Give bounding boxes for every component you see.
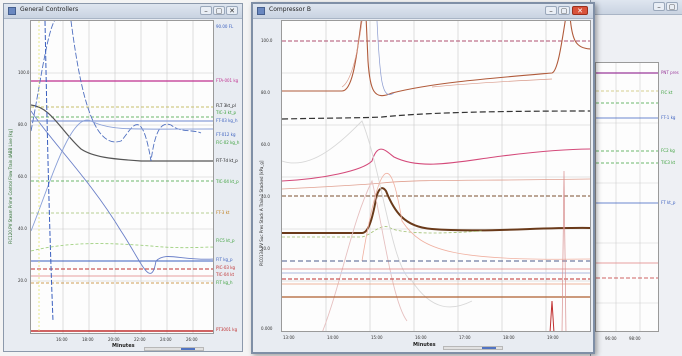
x-tick: 13:00 <box>283 335 295 340</box>
left-y-axis-label: FIC120.PV Steam Prime Control Flow Train… <box>8 129 13 244</box>
x-tick: 26:00 <box>186 337 198 342</box>
compressor-trend-plot[interactable] <box>281 20 591 332</box>
left-window-title: General Controllers <box>20 6 79 13</box>
left-trend-svg <box>31 21 213 333</box>
x-tick: 98:00 <box>629 336 641 341</box>
legend-item: FT-3 kt <box>216 210 230 215</box>
app-icon <box>8 7 16 15</box>
scroll-thumb[interactable] <box>482 347 496 349</box>
minimize-button[interactable]: – <box>653 2 665 11</box>
left-trend-window[interactable]: General Controllers – ▢ ✕ FIC120.PV Stea… <box>3 3 243 352</box>
y-tick: 20.0 <box>261 246 270 251</box>
close-button[interactable]: ✕ <box>226 6 238 15</box>
legend-item: PNT pres <box>661 70 679 75</box>
legend-item: FIT kg_h <box>216 280 233 285</box>
minimize-button[interactable]: – <box>200 6 212 15</box>
x-axis-label: Minutes <box>112 343 135 349</box>
legend-item: FLT 3kt_pl <box>216 103 236 108</box>
compressor-trend-window[interactable]: Compressor B – ▢ ✕ PIC0134.PV Suc Pres S… <box>251 2 595 354</box>
y-tick: 60.0 <box>18 174 27 179</box>
y-tick: 60.0 <box>261 142 270 147</box>
x-tick: 18:00 <box>503 335 515 340</box>
legend-item: FT-012 kg <box>216 132 236 137</box>
legend-item: FT-1 kg <box>661 115 676 120</box>
x-tick: 17:00 <box>459 335 471 340</box>
left-window-titlebar[interactable]: General Controllers – ▢ ✕ <box>4 4 242 19</box>
x-tick: 22:00 <box>134 337 146 342</box>
legend-item: PT3001 kg <box>216 327 238 332</box>
maximize-button[interactable]: ▢ <box>213 6 225 15</box>
compressor-window-title: Compressor B <box>269 6 311 13</box>
x-tick: 20:00 <box>108 337 120 342</box>
minimize-button[interactable]: – <box>545 6 557 15</box>
legend-item: FIC5 kt_p <box>216 238 235 243</box>
y-tick: 100.0 <box>18 70 30 75</box>
app-icon <box>257 7 265 15</box>
legend-item: FTA-001 kg <box>216 78 239 83</box>
x-tick: 96:00 <box>605 336 617 341</box>
legend-item: FT-03 kg_h <box>216 118 238 123</box>
legend-item: FIC kt <box>661 90 673 95</box>
x-tick: 16:00 <box>56 337 68 342</box>
legend-item: FT kt_p <box>661 200 676 205</box>
scroll-thumb[interactable] <box>181 348 195 350</box>
legend-item: TIC-04 kt <box>216 272 235 277</box>
x-tick: 16:00 <box>415 335 427 340</box>
y-tick: 100.0 <box>261 38 273 43</box>
x-axis-label: Minutes <box>413 342 436 348</box>
legend-item: TIC3 kt <box>661 160 676 165</box>
y-tick: 40.0 <box>261 194 270 199</box>
y-tick: 80.0 <box>261 90 270 95</box>
background-trend-svg <box>596 63 658 331</box>
x-tick: 14:00 <box>327 335 339 340</box>
x-tick: 18:00 <box>82 337 94 342</box>
y-tick: 80.0 <box>18 122 27 127</box>
legend-item: TIC-3 kt_p <box>216 110 237 115</box>
legend-item: TIC-04 kt_p <box>216 179 239 184</box>
legend-item: PIC-03 kg <box>216 265 236 270</box>
x-tick: 24:00 <box>160 337 172 342</box>
y-tick: 40.0 <box>18 226 27 231</box>
x-tick: 15:00 <box>371 335 383 340</box>
background-trend-window[interactable]: – ▢ PNT pres FIC kt FT-1 kg FC2 kg TIC3 … <box>590 0 682 356</box>
legend-item: FC2 kg <box>661 148 675 153</box>
close-button[interactable]: ✕ <box>572 6 588 15</box>
left-trend-plot[interactable] <box>30 20 214 334</box>
y-tick: 0.000 <box>261 326 273 331</box>
legend-item: FIT kg_p <box>216 257 233 262</box>
maximize-button[interactable]: ▢ <box>558 6 570 15</box>
compressor-window-titlebar[interactable]: Compressor B – ▢ ✕ <box>253 4 593 19</box>
legend-item: FIC-02 kg_h <box>216 140 240 145</box>
legend-item: FIT-7d kt_p <box>216 158 238 163</box>
y-tick: 20.0 <box>18 278 27 283</box>
time-scrollbar[interactable] <box>443 346 503 350</box>
compressor-trend-svg <box>282 21 590 331</box>
x-tick: 19:00 <box>547 335 559 340</box>
time-scrollbar[interactable] <box>144 347 204 351</box>
background-window-titlebar[interactable]: – ▢ <box>591 0 682 15</box>
maximize-button[interactable]: ▢ <box>666 2 678 11</box>
legend-item: 90.00 FL <box>216 24 234 29</box>
background-trend-plot[interactable] <box>595 62 659 332</box>
